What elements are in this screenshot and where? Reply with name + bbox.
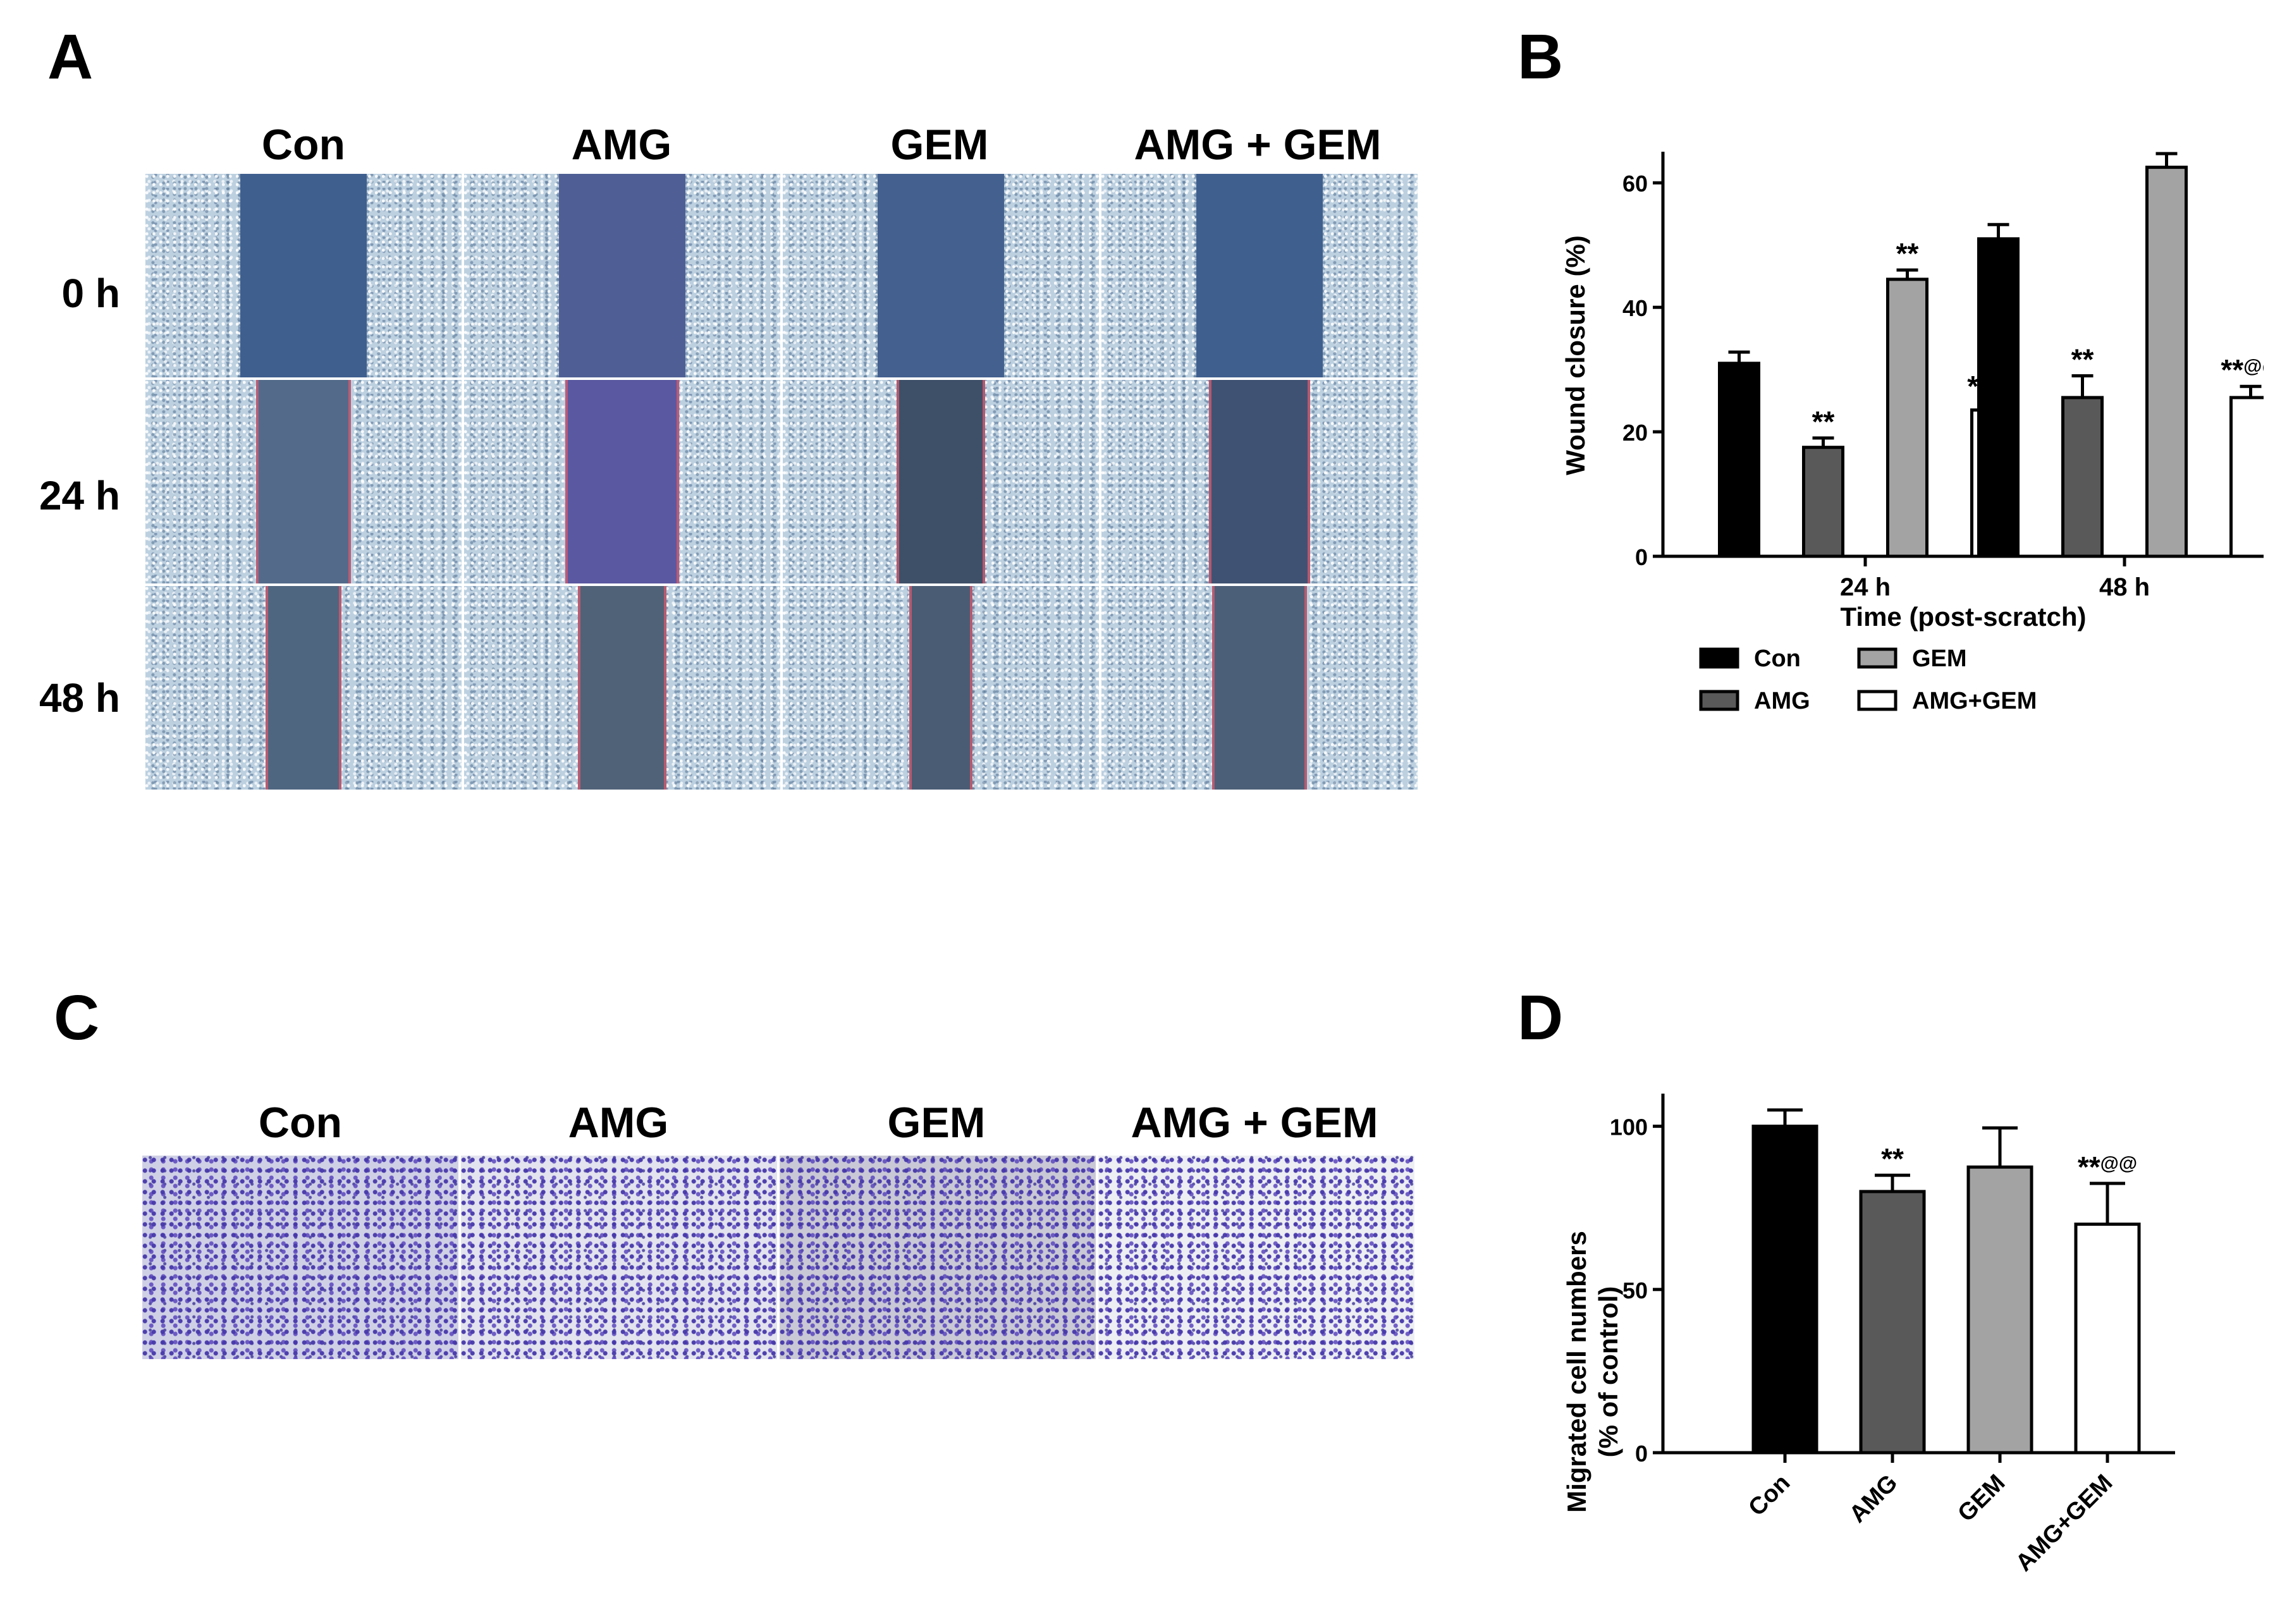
chart-d-bar — [1859, 1190, 1926, 1455]
transwell-image — [461, 1156, 777, 1359]
chart-b-ytick-label: 60 — [1622, 171, 1648, 197]
panel-letter-d: D — [1518, 982, 1564, 1053]
transwell-col-label-gem: GEM — [887, 1099, 986, 1147]
chart-b-significance-label: ** — [1896, 237, 1919, 270]
chart-d-xtick-label: AMG — [1844, 1470, 1903, 1528]
chart-b-bar — [2061, 396, 2104, 558]
panel-letter-a: A — [47, 21, 94, 92]
chart-b-legend-label: AMG — [1754, 688, 1810, 714]
chart-d-migrated-cells: Migrated cell numbers (% of control) 0 50… — [1562, 1094, 2175, 1577]
scratch-image — [145, 174, 462, 377]
chart-b-significance-label: ** — [2071, 343, 2094, 375]
chart-d-xtick-label: Con — [1743, 1470, 1795, 1522]
scratch-image — [145, 586, 462, 790]
chart-b-ytick-label: 40 — [1622, 295, 1648, 321]
chart-d-bar — [1966, 1165, 2033, 1455]
chart-b-ytick-label: 20 — [1622, 420, 1648, 446]
scratch-image — [464, 380, 780, 583]
chart-b-xlabel: Time (post-scratch) — [1841, 602, 2087, 632]
scratch-image — [1101, 174, 1418, 377]
chart-b-legend-label: AMG+GEM — [1912, 688, 2037, 714]
chart-b-legend-swatch — [1857, 647, 1898, 669]
chart-d-bar — [2074, 1223, 2141, 1455]
chart-b-legend-swatch — [1857, 690, 1898, 711]
chart-b-legend-swatch — [1699, 647, 1739, 669]
chart-b-significance-label: ** — [1812, 405, 1835, 438]
scratch-image — [464, 174, 780, 377]
scratch-col-label-amg-gem: AMG + GEM — [1134, 121, 1382, 169]
scratch-row-label-0h: 0 h — [61, 271, 120, 316]
scratch-col-label-con: Con — [261, 121, 346, 169]
scratch-row-label-48h: 48 h — [39, 675, 120, 721]
chart-b-bar — [1886, 278, 1928, 558]
scratch-image — [783, 174, 1099, 377]
chart-b-legend-label: Con — [1754, 645, 1801, 672]
chart-d-xtick-label: AMG+GEM — [2011, 1470, 2118, 1577]
transwell-image — [142, 1156, 458, 1359]
chart-b-bar — [2229, 396, 2264, 558]
chart-b-xtick-label: 24 h — [1840, 573, 1891, 601]
scratch-col-label-gem: GEM — [890, 121, 989, 169]
chart-d-xtick-label: GEM — [1953, 1470, 2010, 1527]
scratch-image — [145, 380, 462, 583]
chart-d-ylabel-line1: Migrated cell numbers — [1562, 1231, 1591, 1513]
chart-d-significance-label: ** — [1881, 1142, 1904, 1175]
transwell-image — [1098, 1156, 1414, 1359]
scratch-image — [1101, 380, 1418, 583]
chart-b-wound-closure: Wound closure (%) Time (post-scratch) 0 2… — [1560, 152, 2264, 714]
chart-b-bar — [1718, 362, 1760, 558]
panel-letter-c: C — [54, 982, 100, 1053]
transwell-image-grid — [142, 1156, 1414, 1359]
chart-d-ytick-label: 100 — [1610, 1114, 1648, 1140]
transwell-col-label-amg: AMG — [568, 1099, 669, 1147]
chart-d-bar — [1751, 1125, 1818, 1455]
chart-b-bar — [2145, 166, 2188, 558]
transwell-col-label-con: Con — [258, 1099, 343, 1147]
scratch-image — [464, 586, 780, 790]
transwell-col-label-amg-gem: AMG + GEM — [1131, 1099, 1378, 1147]
chart-d-ytick-label: 0 — [1635, 1441, 1648, 1467]
chart-b-legend-swatch — [1699, 690, 1739, 711]
scratch-image-grid — [145, 174, 1418, 790]
panel-letter-b: B — [1518, 21, 1564, 92]
scratch-image — [783, 380, 1099, 583]
chart-b-legend-label: GEM — [1912, 645, 1967, 672]
chart-b-bar — [1977, 237, 2020, 558]
chart-b-ylabel: Wound closure (%) — [1560, 235, 1590, 475]
scratch-col-label-amg: AMG — [571, 121, 672, 169]
chart-b-ytick-label: 0 — [1635, 544, 1648, 570]
scratch-image — [1101, 586, 1418, 790]
chart-d-significance-label: **@@ — [2078, 1151, 2137, 1183]
chart-d-ylabel-line2: (% of control) — [1593, 1286, 1623, 1458]
transwell-image — [780, 1156, 1096, 1359]
chart-b-significance-label: **@@ — [2221, 353, 2264, 386]
chart-d-ytick-label: 50 — [1622, 1278, 1648, 1303]
scratch-row-label-24h: 24 h — [39, 473, 120, 518]
scratch-image — [783, 586, 1099, 790]
chart-b-bar — [1802, 446, 1844, 558]
chart-b-xtick-label: 48 h — [2099, 573, 2150, 601]
